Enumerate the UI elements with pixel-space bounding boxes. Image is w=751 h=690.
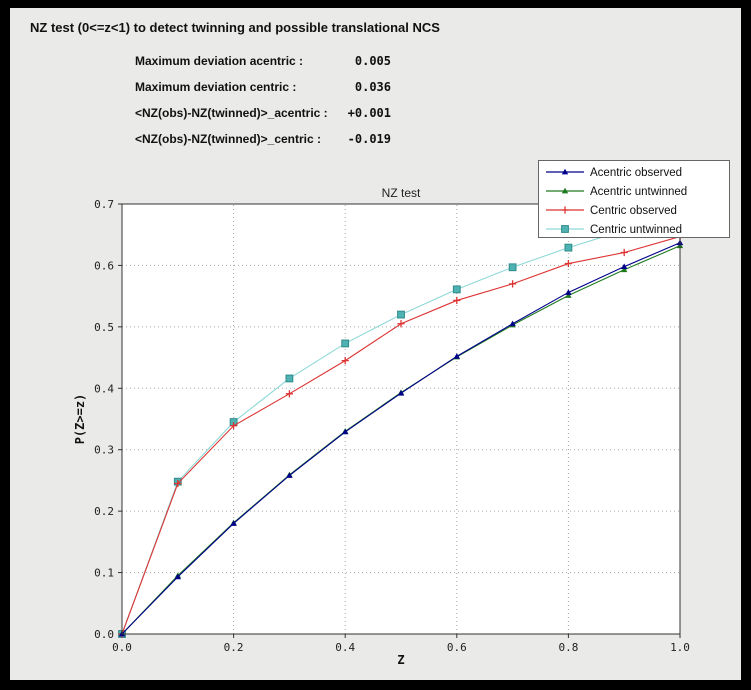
legend-label: Acentric observed: [590, 167, 682, 179]
legend-label: Centric untwinned: [590, 224, 682, 236]
stat-value: -0.019: [347, 132, 391, 146]
y-tick-label: 0.4: [94, 382, 114, 395]
x-tick-label: 0.8: [558, 641, 578, 654]
stat-row-nz-diff-centric: <NZ(obs)-NZ(twinned)>_centric : -0.019: [135, 126, 391, 152]
stat-label: Maximum deviation acentric :: [135, 54, 304, 68]
chart-frame: [121, 203, 681, 635]
y-tick-label: 0.7: [94, 198, 114, 211]
y-axis-label: P(Z>=z): [73, 394, 87, 445]
y-tick-label: 0.3: [94, 444, 114, 457]
x-tick-label: 1.0: [670, 641, 690, 654]
page-title: NZ test (0<=z<1) to detect twinning and …: [30, 20, 440, 35]
stat-value: +0.001: [347, 106, 391, 120]
x-tick-label: 0.4: [335, 641, 355, 654]
x-axis-label: Z: [397, 653, 404, 667]
stat-label: <NZ(obs)-NZ(twinned)>_centric :: [135, 132, 322, 146]
stat-value: 0.036: [354, 80, 391, 94]
stat-row-nz-diff-acentric: <NZ(obs)-NZ(twinned)>_acentric : +0.001: [135, 100, 391, 126]
y-tick-label: 0.0: [94, 628, 114, 641]
y-tick-label: 0.5: [94, 321, 114, 334]
legend-label: Acentric untwinned: [590, 186, 687, 198]
plot-area: [122, 204, 680, 634]
x-tick-label: 0.0: [112, 641, 132, 654]
x-tick-label: 0.6: [447, 641, 467, 654]
stat-row-max-dev-centric: Maximum deviation centric : 0.036: [135, 74, 391, 100]
legend-label: Centric observed: [590, 205, 677, 217]
axis-ticks: 0.0 0.2 0.4 0.6 0.8 1.0 0.0 0.1 0.2 0.3 0.4 0.5 0.6 0…: [94, 198, 690, 654]
y-tick-label: 0.6: [94, 259, 114, 272]
stat-row-max-dev-acentric: Maximum deviation acentric : 0.005: [135, 48, 391, 74]
x-tick-label: 0.2: [224, 641, 244, 654]
chart-legend: Acentric observed Acentric untwinned Centr…: [538, 160, 730, 238]
series-acentric-observed: [118, 239, 684, 637]
stat-label: <NZ(obs)-NZ(twinned)>_acentric :: [135, 106, 328, 120]
stat-label: Maximum deviation centric :: [135, 80, 297, 94]
chart-title: NZ test: [382, 186, 421, 200]
y-tick-label: 0.2: [94, 505, 114, 518]
y-tick-label: 0.1: [94, 567, 114, 580]
stat-value: 0.005: [354, 54, 391, 68]
stats-block: Maximum deviation acentric : 0.005 Maxim…: [135, 48, 391, 152]
